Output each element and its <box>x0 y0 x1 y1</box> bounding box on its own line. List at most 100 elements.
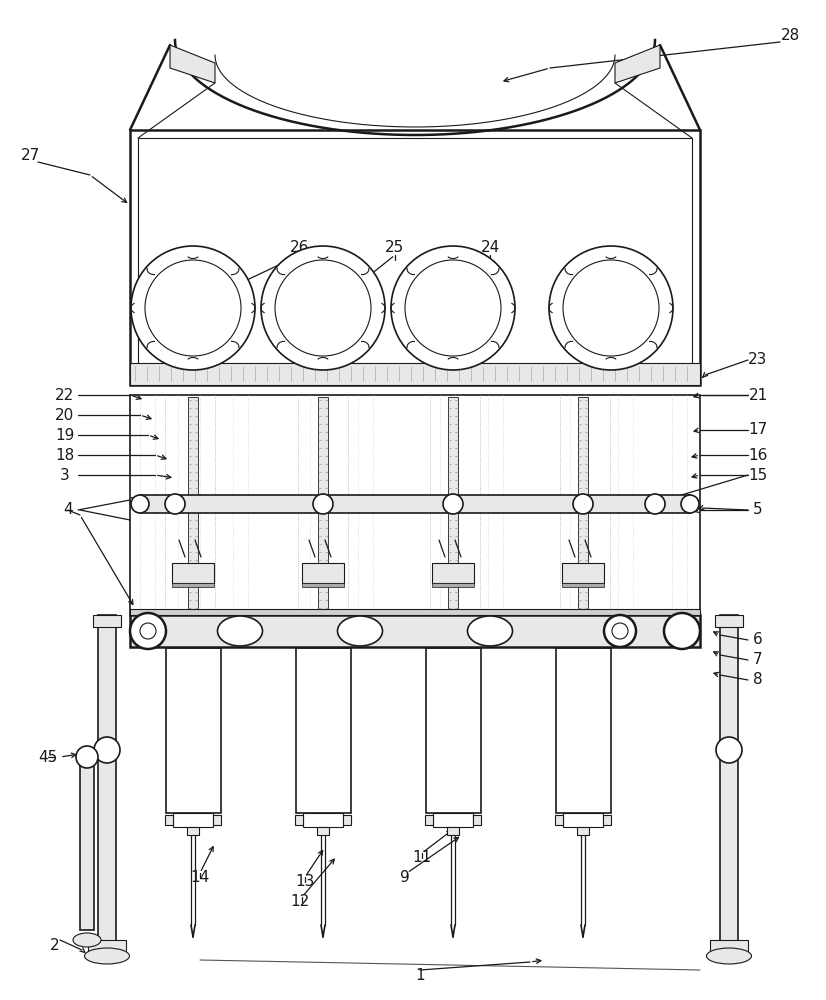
Text: 11: 11 <box>412 850 432 865</box>
Circle shape <box>405 260 501 356</box>
Circle shape <box>549 246 673 370</box>
Circle shape <box>573 494 593 514</box>
Bar <box>172 583 214 587</box>
Circle shape <box>76 746 98 768</box>
Bar <box>578 397 588 613</box>
Bar <box>140 495 690 513</box>
Bar <box>603 815 611 825</box>
Text: 5: 5 <box>753 502 763 518</box>
Text: 20: 20 <box>55 408 74 422</box>
Circle shape <box>131 495 149 513</box>
Bar <box>295 815 303 825</box>
Text: 7: 7 <box>753 652 763 668</box>
Bar <box>433 813 473 827</box>
Circle shape <box>716 737 742 763</box>
Bar <box>426 648 481 813</box>
Circle shape <box>131 246 255 370</box>
Circle shape <box>604 615 636 647</box>
Bar <box>720 615 738 950</box>
Circle shape <box>681 495 699 513</box>
Ellipse shape <box>468 616 512 646</box>
Circle shape <box>275 260 371 356</box>
Bar <box>80 750 94 930</box>
Bar <box>556 648 611 813</box>
Circle shape <box>391 246 515 370</box>
Bar <box>448 397 458 613</box>
Bar <box>187 827 199 835</box>
Text: 45: 45 <box>38 750 58 764</box>
Bar <box>188 397 198 613</box>
Bar <box>213 815 221 825</box>
Polygon shape <box>710 940 748 952</box>
Text: 19: 19 <box>55 428 74 442</box>
Bar <box>432 563 474 583</box>
Text: 22: 22 <box>55 387 74 402</box>
Circle shape <box>94 737 120 763</box>
Text: 17: 17 <box>748 422 767 438</box>
Circle shape <box>261 246 385 370</box>
Bar <box>562 583 604 587</box>
Text: 13: 13 <box>296 874 315 890</box>
Bar <box>138 138 692 377</box>
Bar <box>302 563 344 583</box>
Circle shape <box>145 260 241 356</box>
Bar <box>562 563 604 583</box>
Polygon shape <box>615 45 660 83</box>
Bar <box>130 615 700 647</box>
Circle shape <box>664 613 700 649</box>
Circle shape <box>645 494 665 514</box>
Circle shape <box>130 613 166 649</box>
Bar <box>130 130 700 385</box>
Circle shape <box>612 623 628 639</box>
Bar <box>130 609 700 615</box>
Text: 24: 24 <box>481 240 500 255</box>
Text: 26: 26 <box>290 240 310 255</box>
Text: 9: 9 <box>400 870 410 886</box>
Bar <box>130 395 700 615</box>
Bar <box>172 563 214 583</box>
Ellipse shape <box>73 933 101 947</box>
Text: 3: 3 <box>60 468 70 483</box>
Bar <box>98 615 116 950</box>
Circle shape <box>165 494 185 514</box>
Bar <box>166 648 221 813</box>
Circle shape <box>563 260 659 356</box>
Ellipse shape <box>217 616 263 646</box>
Bar <box>563 813 603 827</box>
Ellipse shape <box>338 616 382 646</box>
Bar <box>473 815 481 825</box>
Bar <box>80 748 98 756</box>
Bar <box>577 827 589 835</box>
Text: 2: 2 <box>50 938 59 952</box>
Text: 15: 15 <box>748 468 767 483</box>
Bar <box>318 397 328 613</box>
Text: 14: 14 <box>190 870 210 886</box>
Text: 27: 27 <box>21 147 40 162</box>
Text: 18: 18 <box>55 448 74 462</box>
Bar <box>343 815 351 825</box>
Text: 21: 21 <box>748 387 767 402</box>
Bar <box>715 615 743 627</box>
Bar <box>173 813 213 827</box>
Ellipse shape <box>84 948 130 964</box>
Polygon shape <box>88 940 126 952</box>
Bar <box>317 827 329 835</box>
Bar <box>555 815 563 825</box>
Bar <box>165 815 173 825</box>
Bar <box>447 827 459 835</box>
Bar <box>296 648 351 813</box>
Text: 8: 8 <box>753 672 763 688</box>
Text: 1: 1 <box>415 968 425 982</box>
Text: 28: 28 <box>781 27 800 42</box>
Bar <box>303 813 343 827</box>
Text: 4: 4 <box>63 502 73 518</box>
Bar <box>425 815 433 825</box>
Circle shape <box>313 494 333 514</box>
Text: 25: 25 <box>386 240 405 255</box>
Circle shape <box>443 494 463 514</box>
Text: 6: 6 <box>753 633 763 648</box>
Circle shape <box>140 623 156 639</box>
Text: 12: 12 <box>291 894 310 910</box>
Bar <box>302 583 344 587</box>
Bar <box>93 615 121 627</box>
